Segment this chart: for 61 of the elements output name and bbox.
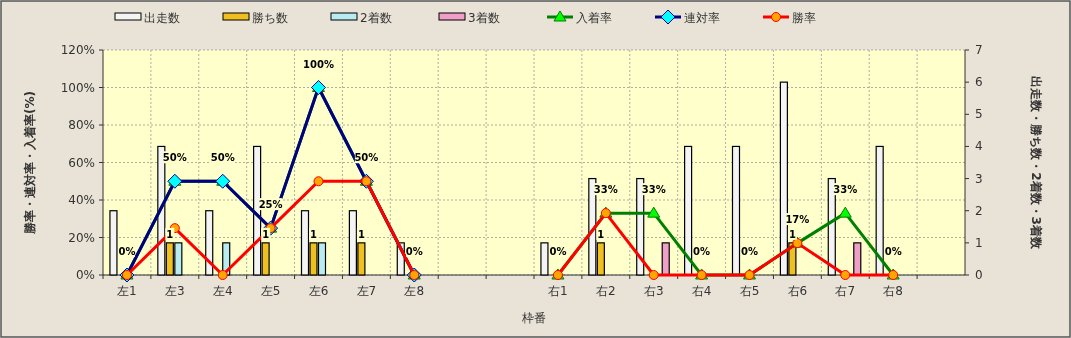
data-label: 0% [884,246,902,257]
legend-label: 2着数 [360,11,392,25]
x-tick-label: 右5 [739,284,760,298]
y2-tick-label: 0 [975,268,983,282]
data-label: 1 [310,228,318,240]
x-tick-label: 左4 [212,284,233,298]
x-tick-label: 左8 [404,284,425,298]
data-label: 1 [262,228,270,240]
y2-axis-title: 出走数・勝ち数・2着数・3着数 [1029,76,1043,250]
x-tick-label: 右1 [548,284,568,298]
legend-label: 出走数 [144,11,180,25]
legend-label: 入着率 [576,11,612,25]
y-tick-label: 20% [68,230,95,245]
data-label: 33% [833,184,858,196]
data-label: 0% [405,246,423,257]
data-label: 50% [162,152,187,164]
data-label: 0% [741,246,758,257]
y-tick-label: 60% [68,155,95,170]
data-label: 1 [597,228,605,240]
y2-tick-label: 5 [975,107,983,122]
x-tick-label: 右6 [787,284,808,298]
x-tick-label: 左6 [308,284,329,298]
y2-tick-label: 7 [975,43,983,57]
data-label: 0% [549,246,567,257]
y-tick-label: 0% [75,268,95,282]
legend-label: 勝ち数 [252,11,288,25]
data-label: 33% [593,184,618,196]
data-label: 25% [258,199,283,211]
y-tick-label: 80% [68,118,95,132]
legend-label: 連対率 [684,11,720,25]
data-label: 0% [118,246,136,257]
y2-tick-label: 6 [975,75,983,90]
x-tick-label: 右7 [835,284,856,298]
data-label: 50% [210,152,235,164]
x-tick-label: 右8 [883,284,903,298]
y2-tick-label: 2 [975,203,983,218]
legend-label: 3着数 [468,11,500,25]
data-label: 17% [785,214,810,226]
y-tick-label: 40% [68,193,95,207]
y-tick-label: 100% [60,80,95,95]
data-label: 1 [788,228,796,240]
data-label: 100% [303,58,334,70]
x-tick-label: 右4 [691,284,712,298]
data-label: 33% [641,184,666,196]
x-tick-label: 左3 [165,284,185,298]
x-tick-label: 右2 [596,284,616,298]
x-tick-label: 左1 [117,284,137,298]
x-tick-label: 左7 [356,284,377,298]
y-axis-title: 勝率・連対率・入着率(%) [23,91,37,235]
x-tick-label: 右3 [643,284,664,298]
y2-tick-label: 3 [975,171,983,186]
data-label: 1 [166,228,174,240]
data-label: 50% [354,152,379,164]
x-axis-title: 枠番 [521,311,546,325]
y2-tick-label: 4 [975,139,983,154]
legend-label: 勝率 [792,11,816,25]
y2-tick-label: 1 [975,235,983,250]
data-label: 1 [357,228,365,240]
data-label: 0% [693,246,711,257]
y-tick-label: 120% [60,43,95,57]
x-tick-label: 左5 [260,284,281,298]
